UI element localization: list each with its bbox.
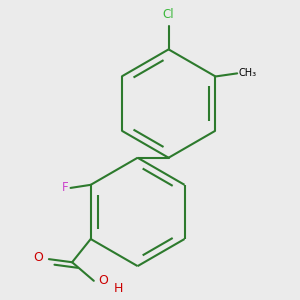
Text: CH₃: CH₃ bbox=[239, 68, 257, 78]
Text: H: H bbox=[114, 282, 123, 295]
Text: O: O bbox=[99, 274, 109, 287]
Text: O: O bbox=[33, 251, 43, 264]
Text: F: F bbox=[61, 182, 68, 194]
Text: Cl: Cl bbox=[163, 8, 174, 21]
